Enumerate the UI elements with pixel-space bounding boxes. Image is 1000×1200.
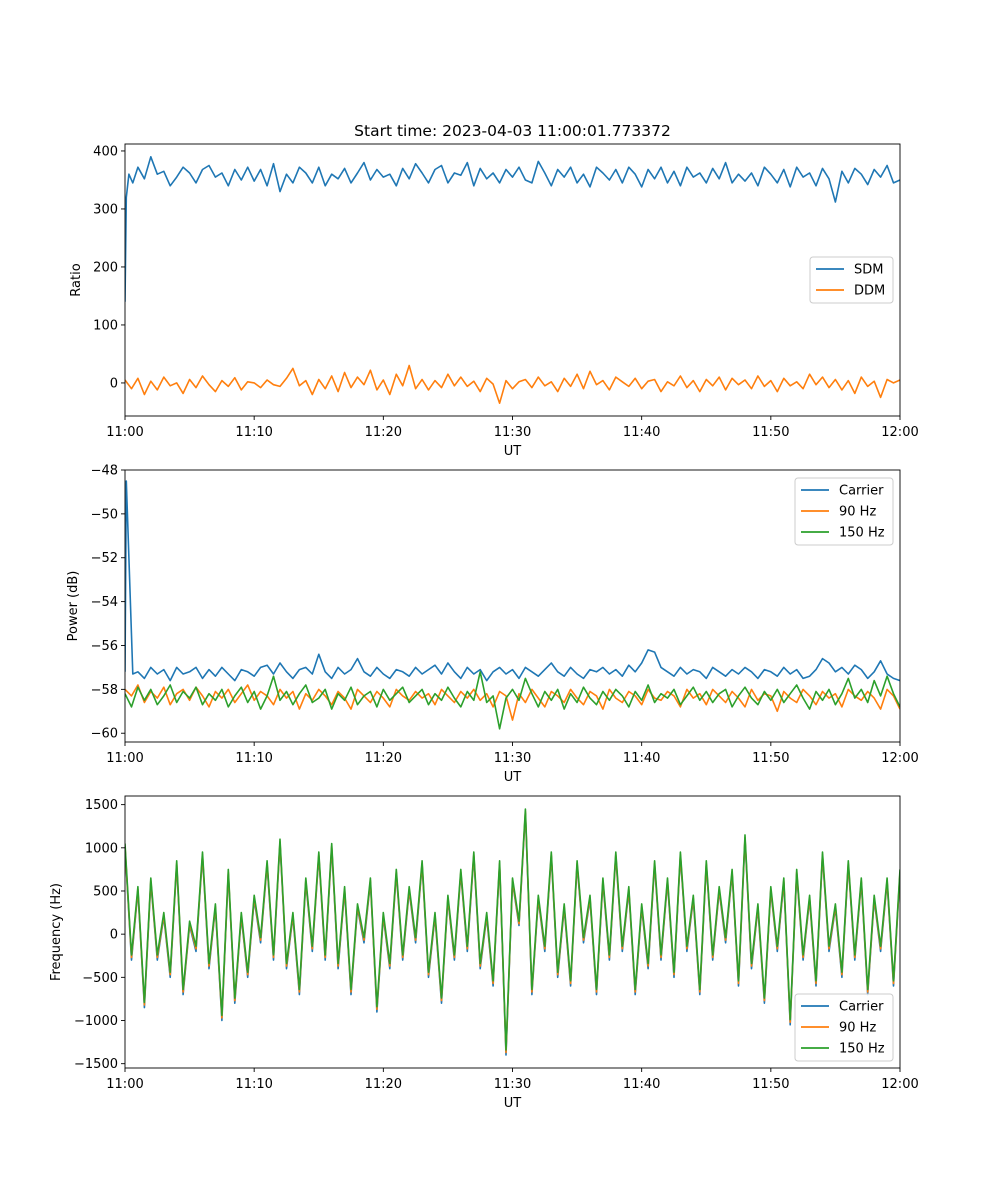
legend-label: DDM xyxy=(854,284,885,299)
legend-label: 150 Hz xyxy=(839,1042,885,1057)
x-tick-label: 11:00 xyxy=(106,1077,143,1092)
x-tick-label: 11:40 xyxy=(623,1077,660,1092)
x-tick-label: 11:40 xyxy=(623,425,660,440)
y-tick-label: −60 xyxy=(91,727,118,742)
x-tick-label: 12:00 xyxy=(881,425,918,440)
x-tick-label: 11:10 xyxy=(235,1077,272,1092)
y-axis-label: Ratio xyxy=(69,263,84,296)
y-tick-label: 1000 xyxy=(85,841,118,856)
x-tick-label: 11:40 xyxy=(623,751,660,766)
subplot-2: 11:00 11:10 11:20 11:30 11:40 11:50 12:00 −60 −5… xyxy=(66,464,919,786)
x-tick-label: 12:00 xyxy=(881,1077,918,1092)
legend: Carrier 90 Hz 150 Hz xyxy=(794,993,894,1062)
series-line-90-hz xyxy=(125,810,900,1054)
y-tick-label: 400 xyxy=(93,144,118,159)
series-line-150-hz xyxy=(125,808,900,1051)
series-line-150-hz xyxy=(125,671,900,730)
x-tick-label: 11:10 xyxy=(235,425,272,440)
legend-label: Carrier xyxy=(839,1000,884,1015)
x-axis-label: UT xyxy=(504,770,522,785)
x-tick-label: 11:10 xyxy=(235,751,272,766)
series-line-sdm xyxy=(125,156,900,302)
x-tick-label: 11:20 xyxy=(365,1077,402,1092)
y-tick-label: −58 xyxy=(91,683,118,698)
chart-title: Start time: 2023-04-03 11:00:01.773372 xyxy=(354,122,671,140)
series-line-90-hz xyxy=(125,684,900,721)
y-tick-label: 500 xyxy=(93,884,118,899)
axes-frame xyxy=(124,795,901,1069)
legend: SDM DDM xyxy=(809,256,894,304)
y-tick-label: −50 xyxy=(91,507,118,522)
subplot-1: 11:00 11:10 11:20 11:30 11:40 11:50 12:00 0 100 2… xyxy=(69,122,919,459)
legend: Carrier 90 Hz 150 Hz xyxy=(794,477,894,546)
x-tick-label: 11:30 xyxy=(494,751,531,766)
axes-frame xyxy=(124,143,901,417)
y-tick-label: −52 xyxy=(91,551,118,566)
y-axis-label: Power (dB) xyxy=(66,571,81,642)
y-tick-label: −56 xyxy=(91,639,118,654)
legend-label: 90 Hz xyxy=(839,1021,876,1036)
y-tick-label: 0 xyxy=(110,928,118,943)
x-tick-label: 11:20 xyxy=(365,751,402,766)
x-tick-label: 11:00 xyxy=(106,751,143,766)
x-tick-label: 11:50 xyxy=(752,751,789,766)
x-axis-label: UT xyxy=(504,1096,522,1111)
y-tick-label: −1500 xyxy=(74,1057,118,1072)
y-tick-label: −54 xyxy=(91,595,118,610)
series-line-carrier xyxy=(125,812,900,1056)
legend-label: Carrier xyxy=(839,484,884,499)
x-axis-label: UT xyxy=(504,444,522,459)
y-tick-label: 200 xyxy=(93,260,118,275)
series-line-carrier xyxy=(125,480,900,682)
y-tick-label: 100 xyxy=(93,318,118,333)
x-tick-label: 11:30 xyxy=(494,1077,531,1092)
y-axis-label: Frequency (Hz) xyxy=(49,883,64,981)
legend-label: 90 Hz xyxy=(839,505,876,520)
legend-box xyxy=(794,477,894,546)
y-tick-label: −500 xyxy=(82,971,118,986)
x-tick-label: 11:20 xyxy=(365,425,402,440)
y-tick-label: 1500 xyxy=(85,798,118,813)
x-tick-label: 12:00 xyxy=(881,751,918,766)
y-tick-label: 0 xyxy=(110,376,118,391)
legend-label: SDM xyxy=(854,263,883,278)
x-tick-label: 11:30 xyxy=(494,425,531,440)
x-tick-label: 11:00 xyxy=(106,425,143,440)
series-line-ddm xyxy=(125,364,900,404)
x-tick-label: 11:50 xyxy=(752,1077,789,1092)
y-tick-label: 300 xyxy=(93,202,118,217)
legend-label: 150 Hz xyxy=(839,526,885,541)
x-tick-label: 11:50 xyxy=(752,425,789,440)
subplot-3: 11:00 11:10 11:20 11:30 11:40 11:50 12:00 −1500… xyxy=(49,795,919,1111)
y-tick-label: −1000 xyxy=(74,1014,118,1029)
legend-box xyxy=(794,993,894,1062)
y-tick-label: −48 xyxy=(91,464,118,479)
